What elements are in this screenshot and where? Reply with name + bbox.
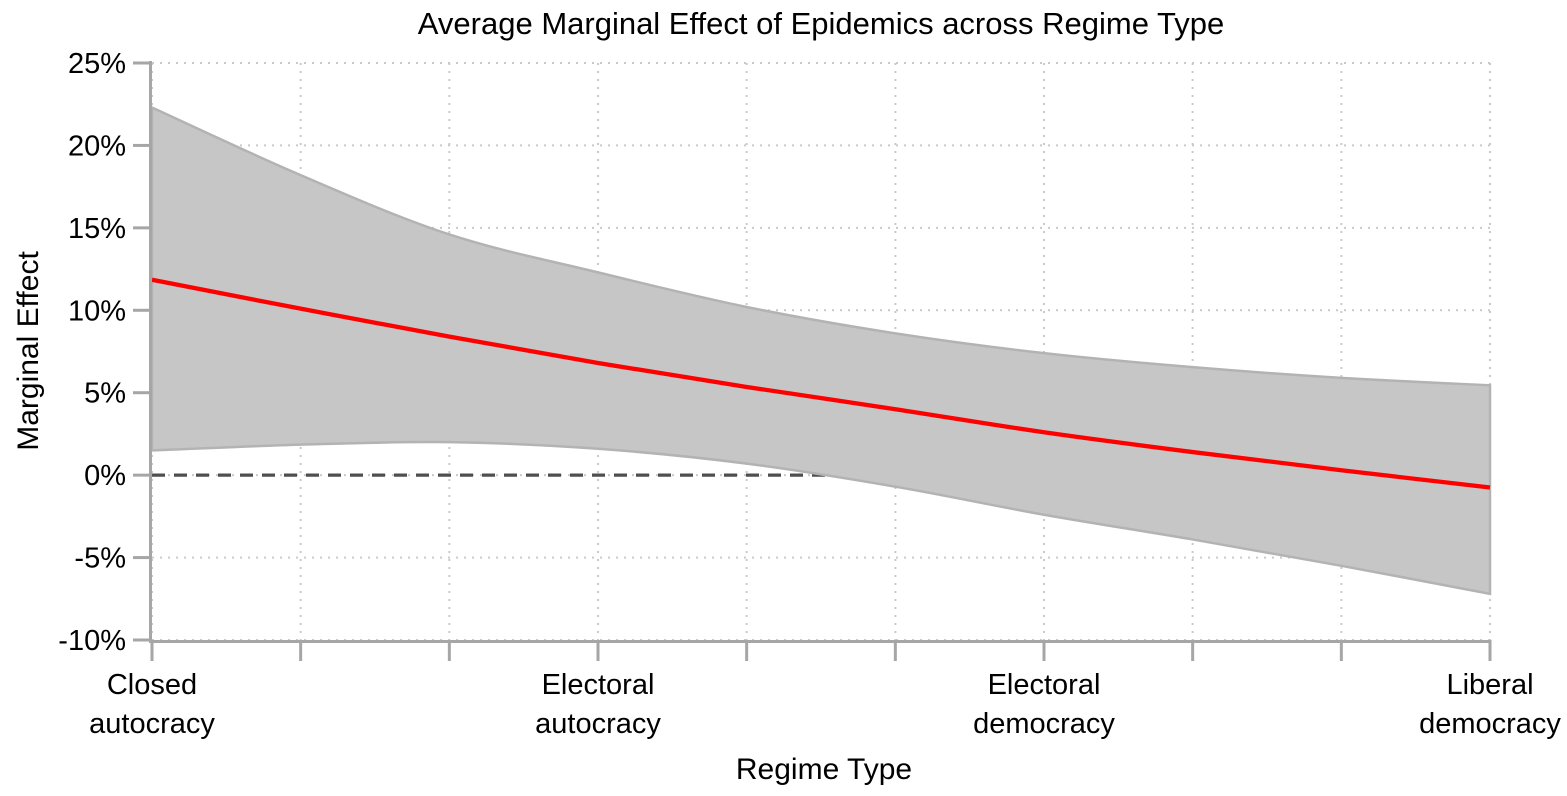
x-tick-label: autocracy: [89, 708, 215, 740]
x-tick-label: democracy: [973, 708, 1115, 740]
axes: [133, 61, 1492, 661]
x-axis-title: Regime Type: [736, 753, 912, 786]
confidence-band: [150, 105, 1492, 596]
y-tick-label: 25%: [68, 48, 126, 80]
x-tick-label: Electoral: [542, 669, 655, 701]
x-tick-label: autocracy: [535, 708, 661, 740]
confidence-band-area: [150, 105, 1492, 596]
y-tick-label: 0%: [84, 460, 126, 492]
y-tick-label: -5%: [74, 543, 126, 575]
ame-line: [151, 277, 1491, 490]
x-tick-label: Closed: [107, 669, 197, 701]
y-tick-label: 15%: [68, 213, 126, 245]
y-tick-label: 10%: [68, 295, 126, 327]
marginal-effect-line: [151, 277, 1491, 490]
y-tick-label: 20%: [68, 130, 126, 162]
x-tick-label: democracy: [1419, 708, 1561, 740]
x-tick-label: Liberal: [1446, 669, 1533, 701]
y-axis-title: Marginal Effect: [12, 251, 45, 451]
y-tick-labels: 25% 20% 15% 10% 5% 0% -5% -10%: [58, 48, 126, 657]
x-tick-label: Electoral: [988, 669, 1101, 701]
x-tick-labels: Closed autocracy Electoral autocracy Elector…: [89, 669, 1561, 740]
y-tick-label: 5%: [84, 378, 126, 410]
chart-title: Average Marginal Effect of Epidemics acr…: [418, 6, 1224, 41]
y-tick-label: -10%: [58, 625, 126, 657]
